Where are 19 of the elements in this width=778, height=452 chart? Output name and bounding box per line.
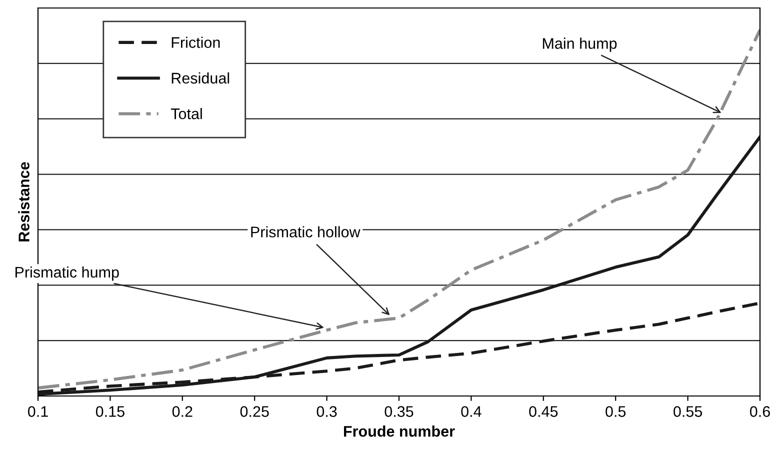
y-axis-title: Resistance [18, 162, 30, 242]
annotation: Prismatic hollow [251, 226, 360, 238]
annotation: Main hump [542, 38, 617, 52]
legend-label: Total [170, 108, 202, 120]
legend-label: Friction [172, 36, 220, 48]
x-tick-label: 0.35 [384, 406, 414, 417]
x-tick-label: 0.25 [240, 406, 269, 417]
x-tick-label: 0.6 [750, 406, 770, 417]
x-tick-label: 0.15 [96, 406, 124, 417]
x-tick-label: 0.55 [674, 406, 702, 417]
x-tick-label: 0.3 [316, 406, 337, 417]
x-tick-label: 0.5 [606, 406, 626, 417]
annotation: Prismatic hump [16, 266, 119, 281]
legend-label: Residual [172, 72, 230, 84]
x-tick-label: 0.45 [529, 406, 558, 417]
x-tick-label: 0.2 [172, 406, 192, 417]
x-axis-title: Froude number [344, 426, 455, 437]
x-tick-label: 0.1 [28, 406, 48, 417]
x-tick-label: 0.4 [461, 406, 482, 417]
